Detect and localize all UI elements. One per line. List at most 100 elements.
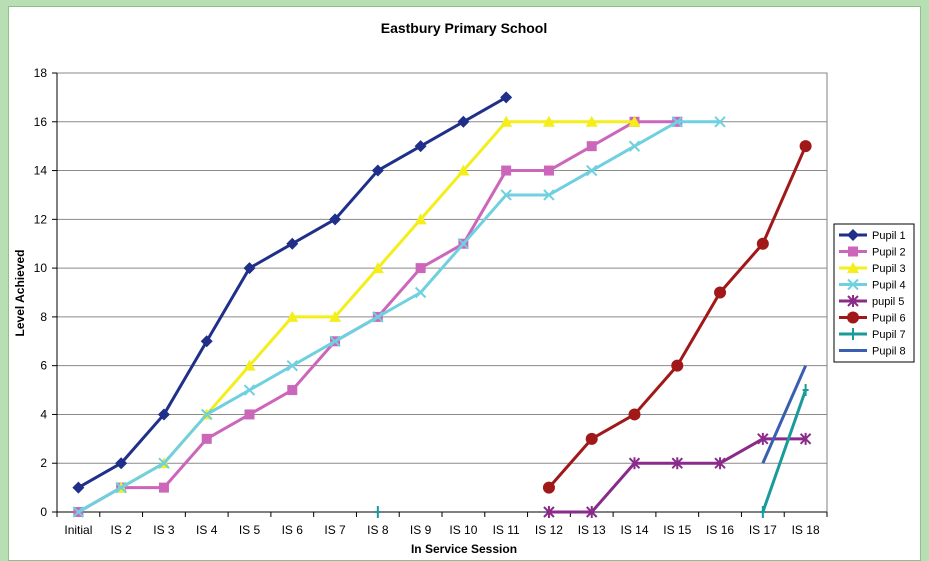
legend-label: Pupil 7 [872,329,906,341]
x-tick-label: IS 11 [493,523,520,537]
data-point [158,457,170,469]
chart-title: Eastbury Primary School [381,20,548,36]
data-point [201,408,213,421]
x-tick-label: IS 3 [153,523,175,537]
data-point [415,263,426,274]
chart-frame [8,6,921,561]
legend-label: pupil 5 [872,296,904,308]
data-point [244,409,255,420]
y-tick-label: 6 [40,359,47,373]
data-point [200,335,213,348]
gridlines [56,72,828,513]
data-point [543,165,554,176]
data-point [542,481,555,494]
data-point [585,115,598,127]
series-group [72,91,812,518]
legend-marker [847,295,859,307]
data-point [457,164,470,176]
data-point [372,311,384,323]
x-tick-label: IS 18 [792,523,820,537]
y-tick-label: 8 [40,310,47,324]
data-point [243,262,256,275]
series-line [77,96,507,489]
data-point [414,286,427,299]
x-tick-label: IS 15 [663,523,691,537]
x-tick-label: Initial [64,523,92,537]
data-point [286,237,299,250]
legend-label: Pupil 8 [872,346,906,358]
legend-label: Pupil 6 [872,313,906,325]
data-point [371,164,384,177]
x-tick-label: IS 10 [449,523,477,537]
data-point [243,359,256,371]
data-point [115,481,127,494]
x-tick-label: IS 8 [367,523,389,537]
data-point [543,189,555,201]
data-point [628,408,641,421]
x-tick-label: IS 2 [110,523,132,537]
x-tick-label: IS 14 [620,523,648,537]
data-point [157,408,170,421]
data-point [628,457,641,470]
y-axis-ticks: 0 2 4 6 8 10 12 14 16 18 [34,66,57,519]
data-point [286,359,298,372]
legend-item: Pupil 8 [839,346,906,358]
data-point [501,165,512,176]
series-6 [542,140,812,494]
data-point [585,432,598,445]
data-point [500,189,512,201]
legend-item: Pupil 7 [839,328,906,341]
x-tick-label: IS 13 [578,523,606,537]
legend-item: pupil 5 [839,295,904,308]
data-point [802,384,809,397]
data-point [414,140,427,153]
y-tick-label: 16 [34,115,48,129]
data-point [500,115,513,127]
legend-item: Pupil 3 [839,262,906,275]
data-point [714,457,726,470]
x-tick-label: IS 17 [749,523,777,537]
data-point [371,262,384,274]
data-point [72,481,85,494]
series-4 [72,116,726,518]
data-point [543,506,555,518]
data-point [158,482,169,493]
y-tick-label: 18 [34,66,48,80]
data-point [714,116,726,128]
data-point [287,385,298,396]
y-axis-label: Level Achieved [13,250,27,337]
series-line [761,365,807,464]
series-8 [761,365,807,464]
series-line [761,389,808,513]
x-axis-ticks: Initial IS 2 IS 3 IS 4 IS 5 IS 6 IS 7 IS 8 IS 9 I… [56,73,828,537]
series-line [77,120,721,514]
x-tick-label: IS 12 [535,523,563,537]
y-tick-label: 4 [40,407,47,421]
x-tick-label: IS 6 [282,523,304,537]
data-point [457,115,470,128]
data-point [714,286,727,299]
legend: Pupil 1 Pupil 2 Pupil 3 Pupil 4 pupil 5 Pupil… [833,223,915,363]
data-point [414,213,427,225]
data-point [586,164,598,177]
data-point [759,506,766,518]
legend-box [833,223,915,363]
x-tick-label: IS 5 [239,523,261,537]
x-axis-label: In Service Session [411,542,517,556]
legend-marker [850,328,856,340]
data-point [286,310,299,322]
legend-item: Pupil 6 [839,311,906,325]
x-tick-label: IS 7 [324,523,346,537]
series-5 [543,432,812,518]
plot-area [56,72,828,513]
legend-label: Pupil 1 [872,230,906,242]
data-point [329,213,342,226]
data-point [756,237,769,250]
series-1 [72,91,513,494]
legend-marker [847,262,859,273]
y-tick-label: 2 [40,456,47,470]
data-point [799,140,812,153]
y-tick-label: 14 [34,164,48,178]
y-tick-label: 0 [40,505,47,519]
series-7 [374,384,809,518]
